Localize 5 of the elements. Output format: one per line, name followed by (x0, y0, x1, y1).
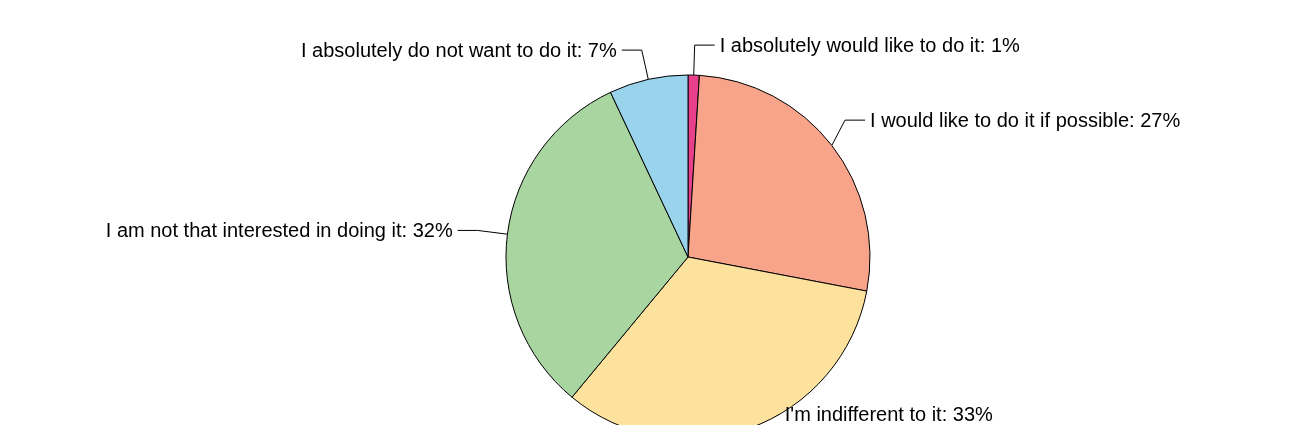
slice-label: I absolutely do not want to do it: 7% (300, 39, 617, 62)
legend-label: I'm indifferent to it: 33% (784, 403, 994, 425)
slice-label: I would like to do it if possible: 27% (870, 109, 1181, 132)
slice-label: I absolutely would like to do it: 1% (719, 34, 1021, 57)
slice-label: I am not that interested in doing it: 32% (105, 219, 453, 242)
